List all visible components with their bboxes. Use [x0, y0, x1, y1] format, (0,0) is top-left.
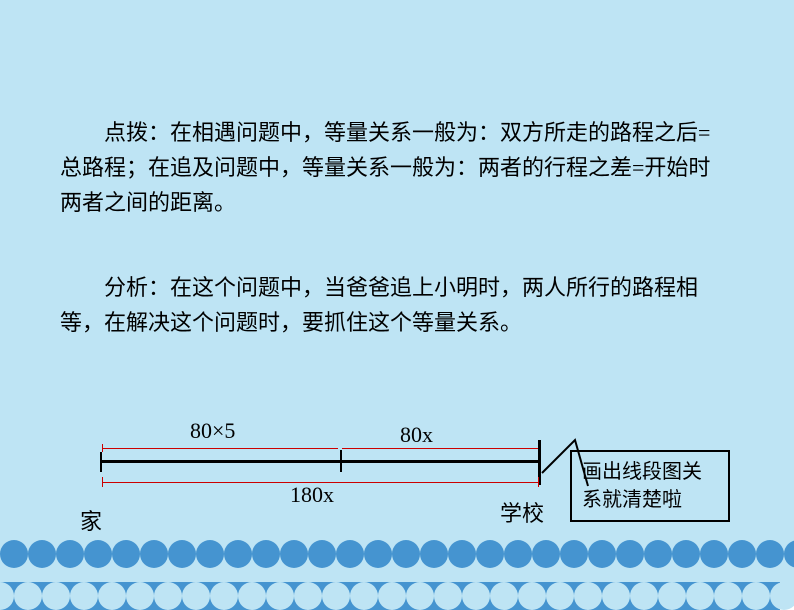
scallop [266, 582, 294, 610]
scallop [28, 540, 56, 568]
scallop [14, 582, 42, 610]
tick-mid [340, 450, 342, 472]
scallop [210, 582, 238, 610]
scallop [574, 582, 602, 610]
scallop [42, 582, 70, 610]
scallop [448, 540, 476, 568]
scallop [378, 582, 406, 610]
scallop [280, 540, 308, 568]
scallop [168, 540, 196, 568]
scallop [112, 540, 140, 568]
scallop [714, 582, 742, 610]
dim-upper-right-line [342, 448, 538, 449]
scallop [406, 582, 434, 610]
scallop [252, 540, 280, 568]
scallop [364, 540, 392, 568]
tick-left [100, 452, 102, 472]
scallop [154, 582, 182, 610]
scallop-row-top [0, 540, 794, 568]
scallop [476, 540, 504, 568]
scallop [462, 582, 490, 610]
scallop [126, 582, 154, 610]
scallop [728, 540, 756, 568]
scallop [756, 540, 784, 568]
paragraph-hint: 点拨：在相遇问题中，等量关系一般为：双方所走的路程之后=总路程；在追及问题中，等… [60, 115, 730, 221]
scallop [588, 540, 616, 568]
scallop [434, 582, 462, 610]
scallop [0, 582, 14, 610]
scallop [742, 582, 770, 610]
paragraph-analysis: 分析：在这个问题中，当爸爸追上小明时，两人所行的路程相等，在解决这个问题时，要抓… [60, 270, 730, 340]
scallop [322, 582, 350, 610]
scallop [784, 540, 794, 568]
wave-decoration [0, 540, 794, 596]
dim-upper-left-line [102, 448, 338, 449]
scallop [98, 582, 126, 610]
scallop [294, 582, 322, 610]
scallop [518, 582, 546, 610]
line-segment-diagram: 80×5 80x 180x 家 学校 画出线段图关系就清楚啦 [80, 400, 720, 560]
scallop [630, 582, 658, 610]
scallop [182, 582, 210, 610]
scallop [504, 540, 532, 568]
scallop [0, 540, 28, 568]
label-school: 学校 [500, 496, 544, 528]
scallop [546, 582, 574, 610]
scallop [392, 540, 420, 568]
scallop [308, 540, 336, 568]
scallop [700, 540, 728, 568]
scallop [70, 582, 98, 610]
scallop [56, 540, 84, 568]
scallop [602, 582, 630, 610]
scallop [140, 540, 168, 568]
scallop [560, 540, 588, 568]
label-upper-right: 80x [400, 422, 433, 448]
scallop [644, 540, 672, 568]
scallop [238, 582, 266, 610]
scallop [770, 582, 794, 610]
slide-page: 点拨：在相遇问题中，等量关系一般为：双方所走的路程之后=总路程；在追及问题中，等… [0, 0, 794, 596]
label-upper-left: 80×5 [190, 418, 235, 444]
label-lower: 180x [290, 482, 334, 508]
scallop [658, 582, 686, 610]
scallop-row-bottom [0, 582, 780, 610]
scallop [616, 540, 644, 568]
scallop [350, 582, 378, 610]
scallop [84, 540, 112, 568]
dim-tick [538, 477, 539, 487]
scallop [336, 540, 364, 568]
main-segment-line [100, 460, 540, 463]
scallop [672, 540, 700, 568]
scallop [224, 540, 252, 568]
scallop [196, 540, 224, 568]
callout-box: 画出线段图关系就清楚啦 [570, 450, 730, 522]
scallop [532, 540, 560, 568]
scallop [420, 540, 448, 568]
scallop [686, 582, 714, 610]
label-home: 家 [80, 504, 102, 536]
scallop [490, 582, 518, 610]
